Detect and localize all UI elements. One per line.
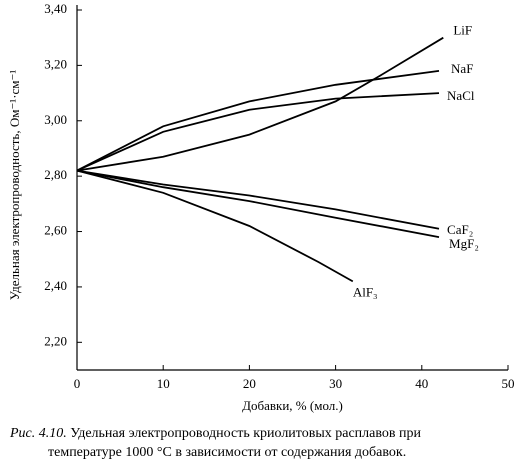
data-line [76, 70, 440, 172]
data-line [76, 92, 440, 172]
data-line [76, 36, 444, 172]
caption: Рис. 4.10. Удельная электропроводность к… [9, 426, 421, 441]
y-tick-label: 2,80 [44, 167, 67, 182]
x-tick-label: 20 [243, 376, 256, 391]
series-label: CaF₂ [447, 222, 473, 237]
y-tick-label: 2,20 [44, 333, 67, 348]
x-tick-label: 30 [329, 376, 342, 391]
caption-line: Удельная электропроводность криолитовых … [70, 426, 421, 441]
y-tick-label: 2,60 [44, 223, 67, 238]
caption-line: температуре 1000 °C в зависимости от сод… [48, 445, 406, 460]
series-label: MgF₂ [449, 236, 479, 251]
series-label: NaF [451, 61, 473, 76]
data-line [76, 169, 440, 238]
x-tick-label: 0 [74, 376, 81, 391]
y-axis-label: Удельная электропроводность, Ом⁻¹·см⁻¹ [7, 70, 22, 301]
x-tick-label: 10 [157, 376, 170, 391]
series-label: LiF [453, 23, 472, 38]
y-tick-label: 3,20 [44, 56, 67, 71]
data-line [76, 169, 440, 230]
x-tick-label: 50 [502, 376, 515, 391]
x-axis-label: Добавки, % (мол.) [242, 398, 343, 413]
series-label: AlF₃ [353, 284, 378, 299]
series-label: NaCl [447, 88, 475, 103]
y-tick-label: 3,00 [44, 112, 67, 127]
data-line [76, 169, 354, 283]
caption-label: Рис. 4.10. [9, 426, 67, 441]
x-tick-label: 40 [415, 376, 428, 391]
y-tick-label: 3,40 [44, 1, 67, 16]
y-tick-label: 2,40 [44, 278, 67, 293]
